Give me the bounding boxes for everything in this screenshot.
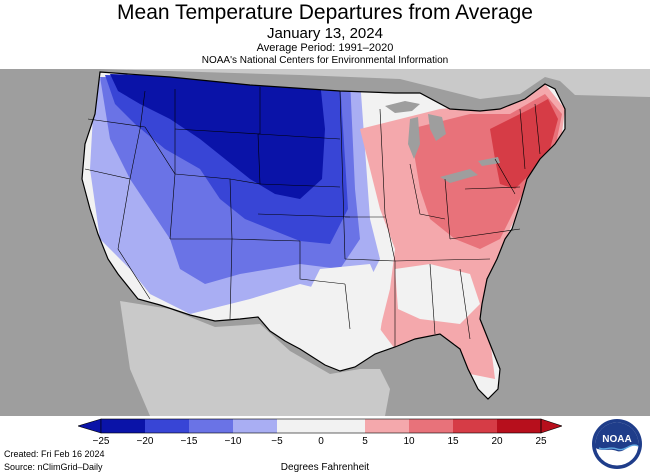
- map-date: January 13, 2024: [267, 25, 383, 42]
- legend-tick: −25: [92, 436, 110, 447]
- logo-text: NOAA: [602, 434, 631, 445]
- average-period: Average Period: 1991–2020: [256, 42, 394, 54]
- legend-tick: 20: [491, 436, 503, 447]
- legend-colorbar: [78, 418, 562, 434]
- created-date: Created: Fri Feb 16 2024: [4, 449, 105, 459]
- noaa-logo-icon: NOAA: [592, 419, 642, 469]
- legend-tick: 0: [318, 436, 324, 447]
- legend-tick: −10: [224, 436, 242, 447]
- legend-units: Degrees Fahrenheit: [280, 462, 370, 473]
- organization-name: NOAA's National Centers for Environmenta…: [201, 55, 449, 66]
- legend-tick: 25: [535, 436, 547, 447]
- data-source: Source: nClimGrid–Daily: [4, 462, 103, 472]
- legend-tick: −5: [271, 436, 283, 447]
- legend-tick: 10: [403, 436, 415, 447]
- legend-tick: −20: [136, 436, 154, 447]
- legend-tick: −15: [180, 436, 198, 447]
- map-title: Mean Temperature Departures from Average: [117, 1, 533, 24]
- temperature-departure-map: [0, 69, 650, 416]
- legend-tick: 5: [362, 436, 368, 447]
- legend-tick: 15: [447, 436, 459, 447]
